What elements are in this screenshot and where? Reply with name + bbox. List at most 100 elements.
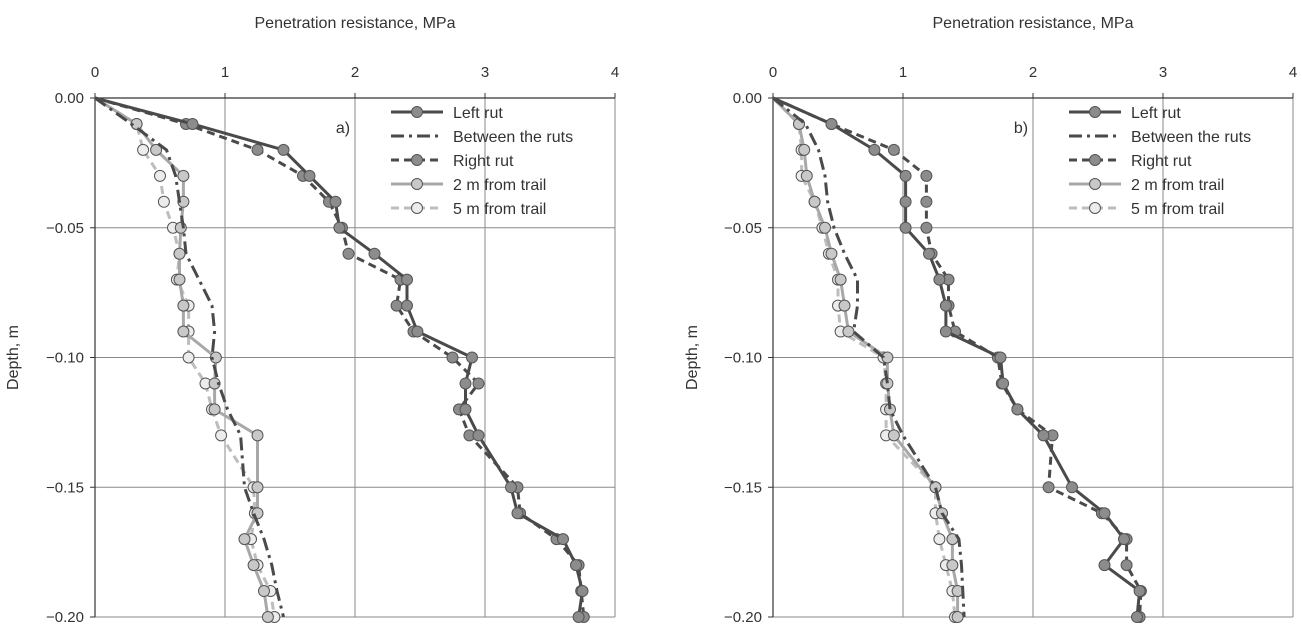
data-point <box>368 247 381 260</box>
series-between-the-ruts <box>772 96 966 618</box>
data-point <box>329 195 342 208</box>
series-left-rut <box>94 96 589 623</box>
legend-swatch-marker <box>1089 178 1101 190</box>
x-tick-label: 0 <box>769 64 777 81</box>
x-tick-label: 3 <box>1159 64 1167 81</box>
data-point <box>459 377 472 390</box>
legend-swatch-marker <box>1089 154 1101 166</box>
series-line <box>772 96 966 618</box>
chart-title: Penetration resistance, MPa <box>255 15 456 32</box>
x-tick-label: 1 <box>899 64 907 81</box>
x-tick-label: 0 <box>91 64 99 81</box>
data-point <box>238 533 251 546</box>
data-point <box>1042 481 1055 494</box>
data-point <box>333 221 346 234</box>
x-tick-label: 3 <box>481 64 489 81</box>
data-point <box>951 611 964 623</box>
series-line <box>94 96 285 618</box>
legend-entry-label: 5 m from trail <box>453 201 546 218</box>
x-tick-label: 4 <box>611 64 619 81</box>
data-point <box>157 195 170 208</box>
data-point <box>920 221 933 234</box>
data-point <box>994 351 1007 364</box>
data-point <box>798 143 811 156</box>
data-point <box>819 221 831 234</box>
data-point <box>1118 533 1130 546</box>
data-point <box>154 169 166 182</box>
data-point <box>939 325 952 338</box>
data-point <box>472 377 485 390</box>
data-point <box>997 377 1010 390</box>
chart-panel-a: 0 1 2 3 4 0.00 −0.05 −0.10 −0.15 −0.20 Penetration… <box>5 15 619 626</box>
data-point <box>401 299 413 312</box>
y-tick-label: 0.00 <box>55 90 84 107</box>
data-point <box>177 325 190 338</box>
data-point <box>208 403 221 416</box>
data-point <box>825 117 838 130</box>
data-point <box>186 117 199 130</box>
series-line <box>94 96 586 618</box>
data-point <box>459 403 472 416</box>
legend-entry-label: Between the ruts <box>453 129 573 146</box>
data-point <box>303 169 316 182</box>
data-point <box>342 247 355 260</box>
data-point <box>800 169 813 182</box>
series-left-rut <box>772 96 1146 623</box>
data-point <box>411 325 424 338</box>
data-point <box>277 143 290 156</box>
y-tick-label: −0.05 <box>724 220 762 237</box>
data-point <box>808 195 821 208</box>
y-axis-title: Depth, m <box>5 325 22 390</box>
legend: Left rut Between the ruts Right rut 2 m fro… <box>1069 105 1251 218</box>
data-point <box>209 351 222 364</box>
legend-swatch-marker <box>1089 106 1101 118</box>
data-point <box>557 533 569 546</box>
data-point <box>258 585 270 598</box>
legend-entry-label: Between the ruts <box>1131 129 1251 146</box>
legend: Left rut Between the ruts Right rut 2 m fro… <box>391 105 573 218</box>
x-tick-label: 2 <box>1029 64 1037 81</box>
y-tick-label: −0.05 <box>46 220 84 237</box>
data-point <box>933 533 946 546</box>
data-point <box>1098 507 1111 520</box>
data-point <box>838 299 851 312</box>
data-point <box>511 507 524 520</box>
data-point <box>401 273 413 286</box>
panel-label: a) <box>336 120 350 137</box>
data-point <box>215 429 228 442</box>
legend-swatch-marker <box>411 154 423 166</box>
legend-entry-label: Left rut <box>453 105 503 122</box>
data-point <box>251 429 264 442</box>
legend-entry-label: Right rut <box>1131 153 1192 170</box>
data-point <box>177 169 190 182</box>
data-point <box>173 273 186 286</box>
data-point <box>137 143 150 156</box>
y-tick-label: −0.10 <box>46 350 84 367</box>
y-axis-title: Depth, m <box>684 325 701 390</box>
y-tick-label: −0.10 <box>724 350 762 367</box>
data-point <box>842 325 855 338</box>
data-point <box>899 221 912 234</box>
data-point <box>570 559 582 572</box>
legend-entry-label: 2 m from trail <box>1131 177 1224 194</box>
data-point <box>825 247 838 260</box>
legend-swatch-marker <box>411 202 423 214</box>
data-point <box>446 351 459 364</box>
data-point <box>1131 611 1143 623</box>
y-tick-label: −0.20 <box>724 609 762 623</box>
data-point <box>920 195 933 208</box>
data-point <box>834 273 847 286</box>
y-tick-label: −0.15 <box>724 479 762 496</box>
data-point <box>177 195 190 208</box>
data-point <box>1133 585 1146 598</box>
panel-label: b) <box>1014 120 1028 137</box>
legend-entry-label: Right rut <box>453 153 514 170</box>
data-point <box>920 169 933 182</box>
legend-swatch-marker <box>411 178 423 190</box>
data-point <box>868 143 881 156</box>
legend-entry-label: Left rut <box>1131 105 1181 122</box>
legend-swatch-marker <box>411 106 423 118</box>
x-tick-label: 4 <box>1289 64 1297 81</box>
data-point <box>572 611 585 623</box>
